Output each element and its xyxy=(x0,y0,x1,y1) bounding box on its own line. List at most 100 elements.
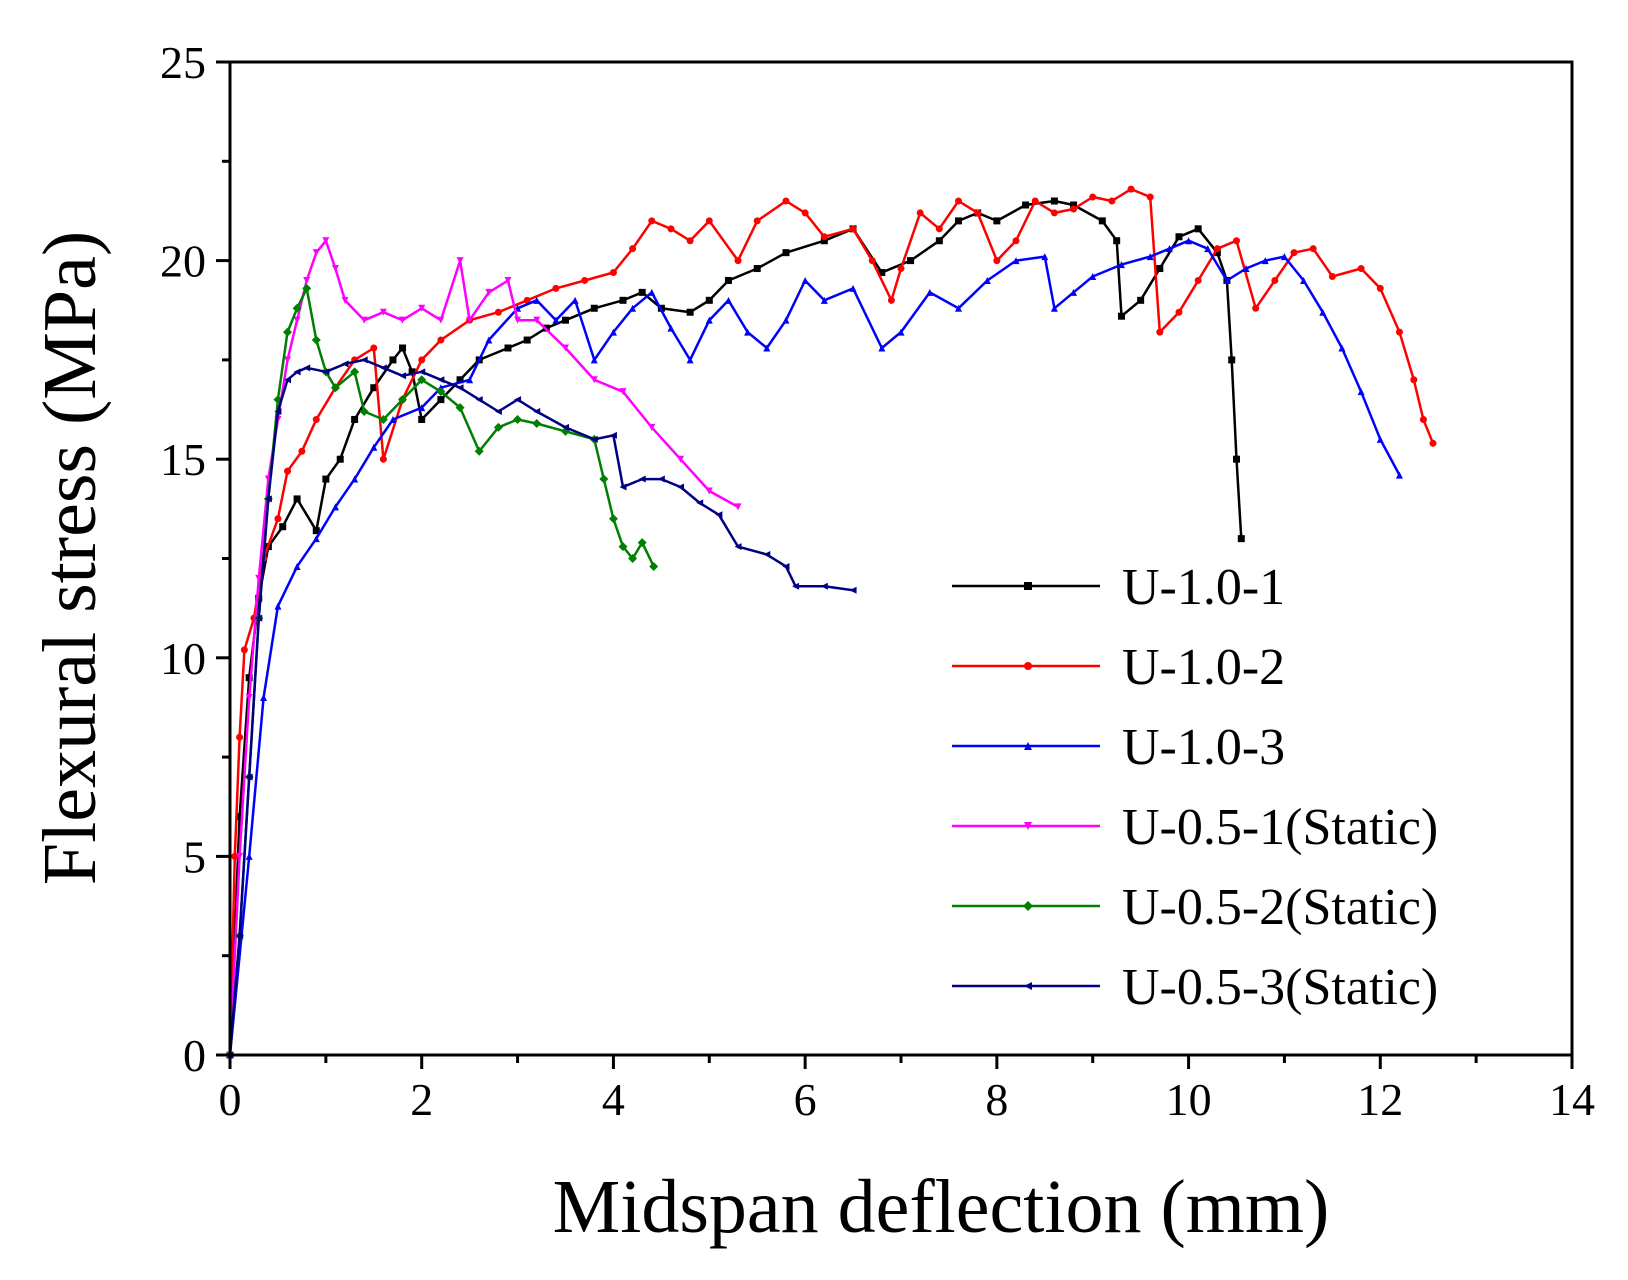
series-2 xyxy=(226,185,1437,1059)
data-point xyxy=(677,455,685,463)
data-point xyxy=(1146,193,1154,201)
data-point xyxy=(523,296,531,304)
data-point xyxy=(1175,308,1183,316)
data-point xyxy=(849,225,857,233)
data-point xyxy=(705,487,713,495)
data-point xyxy=(456,384,464,392)
data-point xyxy=(399,316,407,324)
data-point xyxy=(552,316,560,324)
y-tick-label: 10 xyxy=(160,633,206,684)
data-point xyxy=(1319,308,1327,316)
legend-label: U-0.5-2(Static) xyxy=(1122,879,1438,936)
legend-label: U-0.5-1(Static) xyxy=(1122,799,1438,856)
data-point xyxy=(590,435,598,443)
data-point xyxy=(437,396,445,404)
data-point xyxy=(1117,261,1125,269)
data-point xyxy=(283,327,293,337)
data-point xyxy=(1156,328,1164,336)
data-point xyxy=(293,562,301,570)
data-point xyxy=(245,773,253,781)
data-point xyxy=(590,356,598,364)
legend-swatch-marker xyxy=(1023,901,1033,911)
x-tick-label: 10 xyxy=(1166,1074,1212,1125)
data-point xyxy=(474,446,484,456)
legend-item: U-0.5-3(Static) xyxy=(952,959,1438,1016)
data-point xyxy=(734,257,742,265)
data-point xyxy=(494,408,502,416)
data-point xyxy=(993,257,1001,265)
data-point xyxy=(686,356,694,364)
data-point xyxy=(926,288,934,296)
data-point xyxy=(629,304,637,312)
data-point xyxy=(399,344,407,352)
data-point xyxy=(436,387,446,397)
series-4 xyxy=(226,237,742,1059)
data-point xyxy=(1050,209,1058,217)
data-point xyxy=(456,376,464,384)
data-point xyxy=(370,344,378,352)
data-point xyxy=(1280,253,1288,261)
data-point xyxy=(1137,296,1145,304)
data-point xyxy=(916,209,924,217)
legend-item: U-1.0-3 xyxy=(952,719,1285,776)
data-point xyxy=(1252,304,1260,312)
data-point xyxy=(331,503,339,511)
x-tick-label: 6 xyxy=(794,1074,817,1125)
data-point xyxy=(494,308,502,316)
data-point xyxy=(456,257,464,265)
data-point xyxy=(619,388,627,396)
data-point xyxy=(628,554,638,563)
data-point xyxy=(1213,245,1221,253)
data-point xyxy=(1328,272,1336,280)
legend-swatch-marker xyxy=(1024,582,1032,590)
data-point xyxy=(341,296,349,304)
data-point xyxy=(370,443,378,451)
legend-item: U-1.0-2 xyxy=(952,639,1285,696)
data-point xyxy=(331,265,339,273)
data-point xyxy=(1146,253,1154,261)
data-point xyxy=(820,237,828,245)
data-point xyxy=(279,523,287,531)
data-point xyxy=(1031,197,1039,205)
x-tick-label: 0 xyxy=(219,1074,242,1125)
data-point xyxy=(955,217,963,225)
data-point xyxy=(782,316,790,324)
data-point xyxy=(599,474,609,484)
data-point xyxy=(1261,257,1269,265)
data-point xyxy=(618,542,628,552)
data-point xyxy=(753,217,761,225)
data-point xyxy=(763,344,771,352)
data-point xyxy=(705,316,713,324)
data-point xyxy=(782,249,790,257)
data-point xyxy=(1050,304,1058,312)
x-tick-label: 8 xyxy=(985,1074,1008,1125)
data-point xyxy=(274,408,282,416)
data-point xyxy=(303,276,311,284)
data-point xyxy=(236,932,244,940)
legend-item: U-0.5-1(Static) xyxy=(952,799,1438,856)
data-point xyxy=(1108,197,1116,205)
series-line xyxy=(228,287,655,1056)
data-point xyxy=(1098,217,1106,225)
series-line xyxy=(228,239,739,1056)
data-point xyxy=(1338,344,1346,352)
data-point xyxy=(849,284,857,292)
data-point xyxy=(455,403,465,413)
data-point xyxy=(1204,245,1212,253)
data-point xyxy=(1242,265,1250,273)
data-point xyxy=(1012,257,1020,265)
data-point xyxy=(638,475,646,483)
data-point xyxy=(648,217,656,225)
data-point xyxy=(293,495,301,503)
data-point xyxy=(1050,197,1058,205)
data-point xyxy=(418,304,426,312)
x-tick-label: 2 xyxy=(410,1074,433,1125)
data-point xyxy=(379,455,387,463)
legend-item: U-1.0-1 xyxy=(952,559,1285,616)
data-point xyxy=(341,360,349,368)
data-point xyxy=(322,237,330,245)
data-point xyxy=(1237,535,1245,543)
series-6 xyxy=(226,356,857,1059)
data-point xyxy=(379,308,387,316)
